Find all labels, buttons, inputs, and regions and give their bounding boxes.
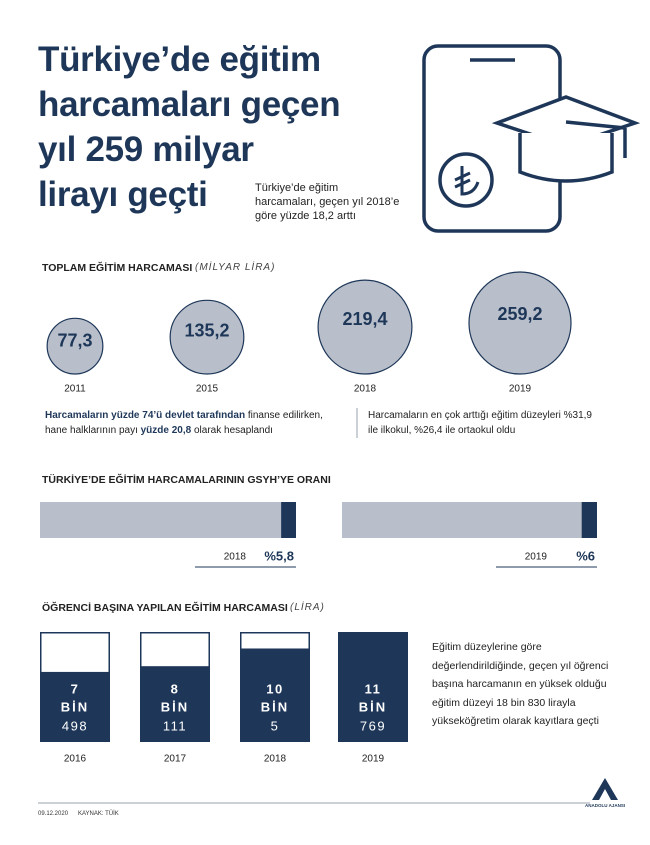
- year-label: 2011: [64, 384, 86, 395]
- logo-inner: [599, 789, 611, 800]
- value-label: BİN: [161, 699, 189, 714]
- section-title: TÜRKİYE’DE EĞİTİM HARCAMALARININ GSYH’YE…: [42, 474, 331, 486]
- bubble: [317, 279, 413, 375]
- note: Harcamaların yüzde 74’ü devlet tarafında…: [45, 408, 345, 438]
- side-text: Eğitim düzeylerine göre değerlendirildiğ…: [432, 641, 609, 727]
- bubble-label: 219,4: [342, 309, 387, 329]
- year-label: 2017: [164, 754, 187, 765]
- source: KAYNAK: TÜİK: [78, 811, 119, 817]
- lira-sign: [454, 166, 480, 196]
- note-part: finanse edilirken, hane halklarının payı: [45, 410, 323, 436]
- bar: [581, 502, 597, 538]
- value-label: 498: [62, 718, 88, 733]
- year-label: 2015: [196, 384, 219, 395]
- value-label: %6: [576, 548, 595, 563]
- year-label: 2016: [64, 754, 87, 765]
- value-label: BİN: [261, 699, 289, 714]
- bubble-label: 135,2: [184, 320, 229, 340]
- bar-track: [342, 502, 597, 538]
- bubble: [468, 271, 572, 375]
- note-part: Harcamaların en çok arttığı eğitim düzey…: [368, 410, 592, 436]
- cap-body: [518, 133, 614, 183]
- year-label: 2019: [362, 754, 385, 765]
- bubble-label: 259,2: [497, 304, 542, 324]
- coin: [438, 152, 494, 208]
- title-line: harcamaları geçen: [38, 85, 341, 124]
- subtitle-line: Türkiye’de eğitim: [255, 182, 339, 194]
- title-line: Türkiye’de eğitim: [38, 40, 321, 79]
- bar: [240, 648, 310, 742]
- year-label: 2019: [525, 552, 548, 563]
- value-label: 5: [271, 718, 280, 733]
- logo-text: ANADOLU AJANSI: [585, 803, 626, 808]
- title-line: lirayı geçti: [38, 175, 208, 214]
- year-label: 2018: [224, 552, 247, 563]
- section-title: TOPLAM EĞİTİM HARCAMASI: [42, 262, 193, 274]
- date: 09.12.2020: [38, 811, 69, 817]
- bar: [281, 502, 296, 538]
- year-label: 2018: [354, 384, 377, 395]
- bar-track: [40, 502, 296, 538]
- section-title: ÖĞRENCİ BAŞINA YAPILAN EĞİTİM HARCAMASI: [42, 602, 288, 614]
- note-part: olarak hesaplandı: [191, 425, 273, 436]
- value-label: BİN: [359, 699, 387, 714]
- value-label: BİN: [61, 699, 89, 714]
- year-label: 2019: [509, 384, 532, 395]
- section-unit: (LİRA): [290, 602, 325, 613]
- note: Harcamaların en çok arttığı eğitim düzey…: [368, 408, 598, 438]
- value-label: 10: [266, 681, 283, 696]
- value-label: 7: [71, 681, 80, 696]
- value-label: 8: [171, 681, 180, 696]
- title-line: yıl 259 milyar: [38, 130, 254, 169]
- value-label: 11: [365, 681, 382, 696]
- subtitle-line: harcamaları, geçen yıl 2018’e: [255, 196, 400, 208]
- bar: [40, 671, 110, 742]
- value-label: 769: [360, 718, 386, 733]
- bubble: [169, 299, 245, 375]
- value-label: %5,8: [264, 548, 294, 563]
- note-part: yüzde 20,8: [140, 425, 192, 436]
- bar: [338, 632, 408, 742]
- bar: [140, 666, 210, 742]
- section-unit: (MİLYAR LİRA): [195, 262, 276, 273]
- bubble-label: 77,3: [57, 331, 92, 351]
- bubble: [46, 317, 104, 375]
- note-part: Harcamaların yüzde 74’ü devlet tarafında…: [45, 410, 246, 421]
- value-label: 111: [163, 718, 187, 733]
- subtitle-line: göre yüzde 18,2 arttı: [255, 210, 356, 222]
- education-icon: [422, 44, 641, 233]
- year-label: 2018: [264, 754, 287, 765]
- logo-mark: [592, 778, 618, 800]
- cap-tassel: [565, 120, 626, 130]
